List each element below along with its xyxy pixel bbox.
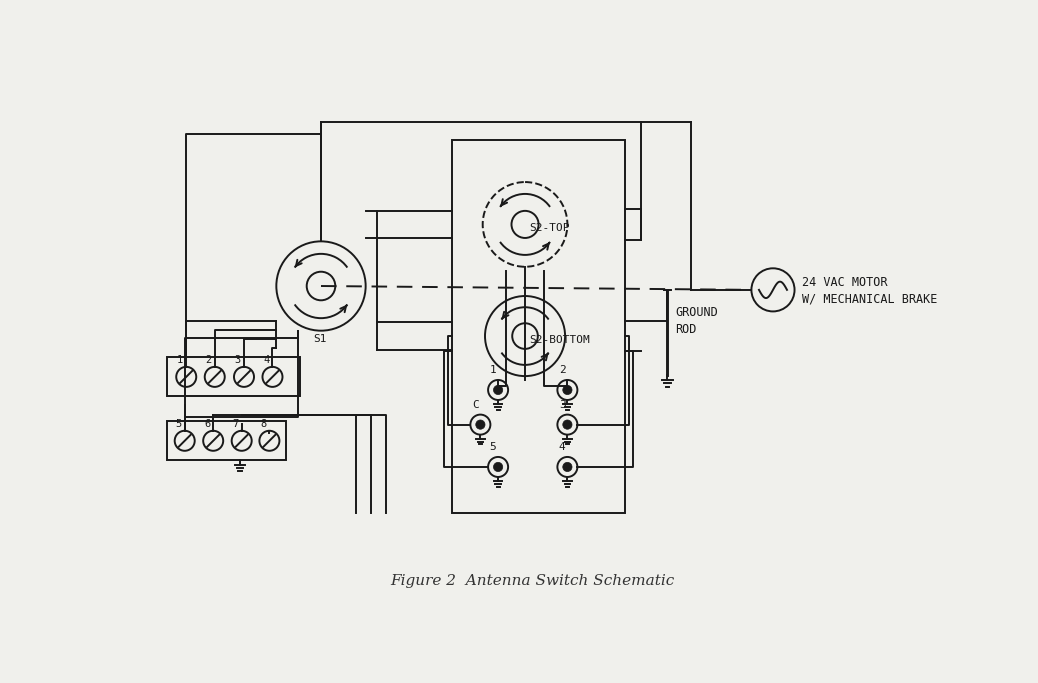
Text: C: C <box>472 400 479 410</box>
Text: S2-TOP: S2-TOP <box>529 223 570 233</box>
Bar <box>167 357 300 396</box>
Text: 2: 2 <box>558 365 566 376</box>
Text: 8: 8 <box>261 419 267 429</box>
Text: 4: 4 <box>558 443 566 452</box>
Text: 24 VAC MOTOR: 24 VAC MOTOR <box>802 276 887 289</box>
Text: GROUND: GROUND <box>675 307 718 320</box>
Circle shape <box>563 462 572 471</box>
Circle shape <box>563 385 572 395</box>
Text: 1: 1 <box>490 365 496 376</box>
Text: S2-BOTTOM: S2-BOTTOM <box>529 335 591 344</box>
Bar <box>452 140 625 513</box>
Text: 2: 2 <box>206 355 212 365</box>
Text: S1: S1 <box>313 334 327 344</box>
Text: 6: 6 <box>203 419 211 429</box>
Circle shape <box>493 385 502 395</box>
Text: 5: 5 <box>490 443 496 452</box>
Text: 3: 3 <box>235 355 241 365</box>
Circle shape <box>563 420 572 429</box>
Text: 5: 5 <box>175 419 182 429</box>
Text: W/ MECHANICAL BRAKE: W/ MECHANICAL BRAKE <box>802 292 937 305</box>
Text: ROD: ROD <box>675 323 696 337</box>
Text: 3: 3 <box>558 400 566 410</box>
Circle shape <box>493 462 502 471</box>
Circle shape <box>475 420 485 429</box>
Text: Figure 2  Antenna Switch Schematic: Figure 2 Antenna Switch Schematic <box>390 574 674 588</box>
Text: 1: 1 <box>177 355 184 365</box>
Text: 4: 4 <box>264 355 270 365</box>
Text: 7: 7 <box>233 419 239 429</box>
Bar <box>167 421 286 460</box>
